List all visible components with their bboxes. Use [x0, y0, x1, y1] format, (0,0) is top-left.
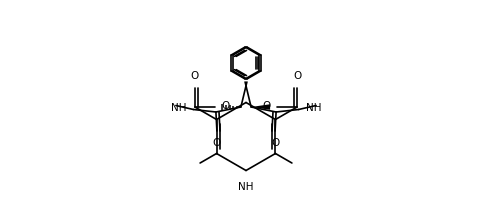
Text: O: O — [213, 138, 221, 148]
Text: NH: NH — [238, 181, 254, 192]
Text: O: O — [221, 101, 229, 111]
Polygon shape — [251, 104, 270, 110]
Text: NH: NH — [306, 103, 321, 113]
Text: O: O — [263, 101, 271, 111]
Text: O: O — [293, 71, 301, 81]
Text: NH: NH — [171, 103, 186, 113]
Text: O: O — [271, 138, 279, 148]
Text: O: O — [191, 71, 199, 81]
